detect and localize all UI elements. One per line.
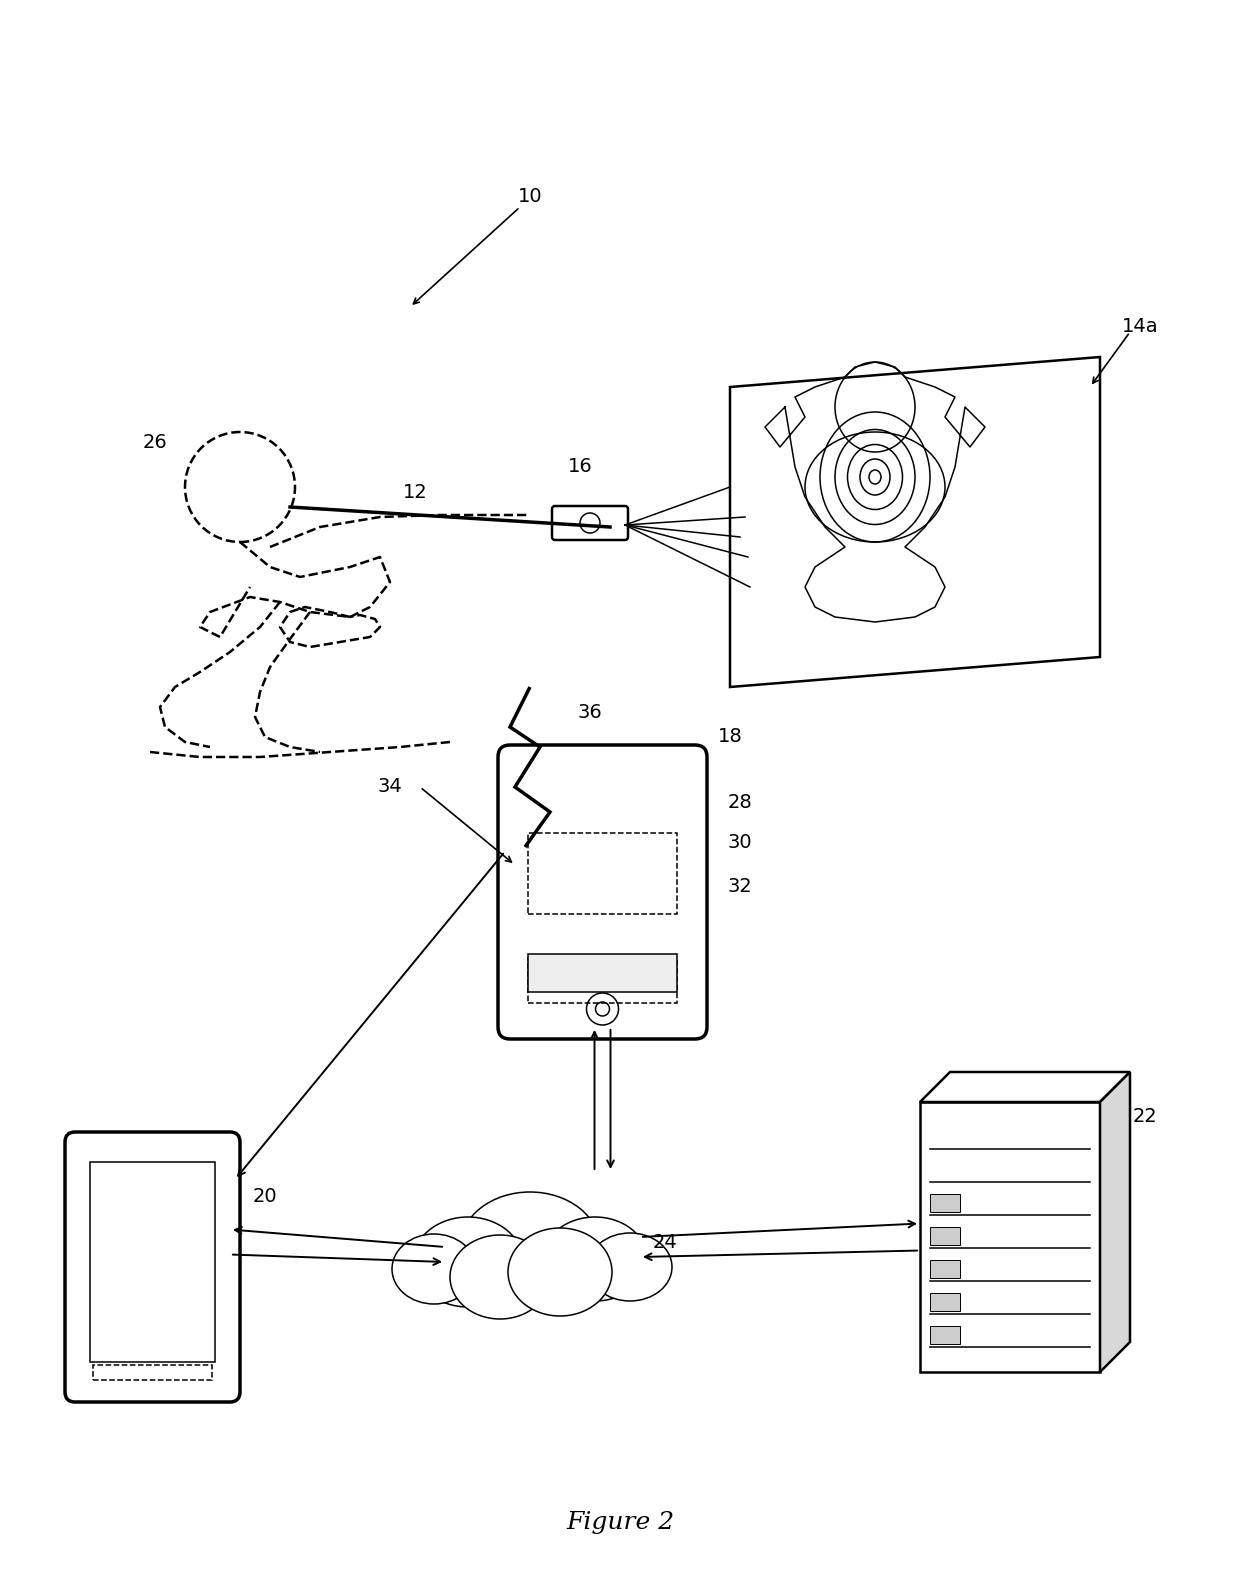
- Text: 26: 26: [143, 433, 167, 451]
- Bar: [528, 833, 677, 914]
- Polygon shape: [730, 357, 1100, 687]
- Bar: [528, 954, 677, 992]
- Bar: [930, 1327, 960, 1344]
- FancyBboxPatch shape: [552, 506, 627, 540]
- Bar: [930, 1227, 960, 1244]
- Text: 24: 24: [652, 1233, 677, 1252]
- Polygon shape: [920, 1071, 1130, 1101]
- Bar: [93, 1365, 212, 1381]
- Ellipse shape: [508, 1228, 613, 1316]
- Text: 30: 30: [728, 833, 753, 852]
- Text: 20: 20: [253, 1187, 278, 1206]
- FancyBboxPatch shape: [498, 744, 707, 1039]
- Text: Figure 2: Figure 2: [565, 1511, 675, 1533]
- Ellipse shape: [588, 1233, 672, 1301]
- Bar: [930, 1260, 960, 1278]
- Text: 18: 18: [718, 727, 743, 746]
- Ellipse shape: [392, 1235, 476, 1305]
- Text: 14a: 14a: [1122, 317, 1158, 336]
- Text: 10: 10: [517, 187, 542, 206]
- Text: 36: 36: [578, 703, 603, 722]
- FancyBboxPatch shape: [64, 1132, 241, 1401]
- Bar: [91, 1162, 215, 1362]
- Text: 28: 28: [728, 792, 753, 811]
- Text: 16: 16: [568, 457, 593, 476]
- Polygon shape: [920, 1101, 1100, 1373]
- Bar: [930, 1193, 960, 1212]
- Bar: [930, 1293, 960, 1311]
- Text: 22: 22: [1132, 1108, 1157, 1127]
- Ellipse shape: [413, 1217, 523, 1308]
- Bar: [528, 959, 677, 1003]
- Text: 32: 32: [728, 878, 753, 897]
- Ellipse shape: [450, 1235, 551, 1319]
- Ellipse shape: [543, 1217, 647, 1301]
- Polygon shape: [1100, 1071, 1130, 1373]
- Text: 12: 12: [403, 482, 428, 501]
- Ellipse shape: [460, 1192, 600, 1301]
- Text: 34: 34: [378, 778, 402, 797]
